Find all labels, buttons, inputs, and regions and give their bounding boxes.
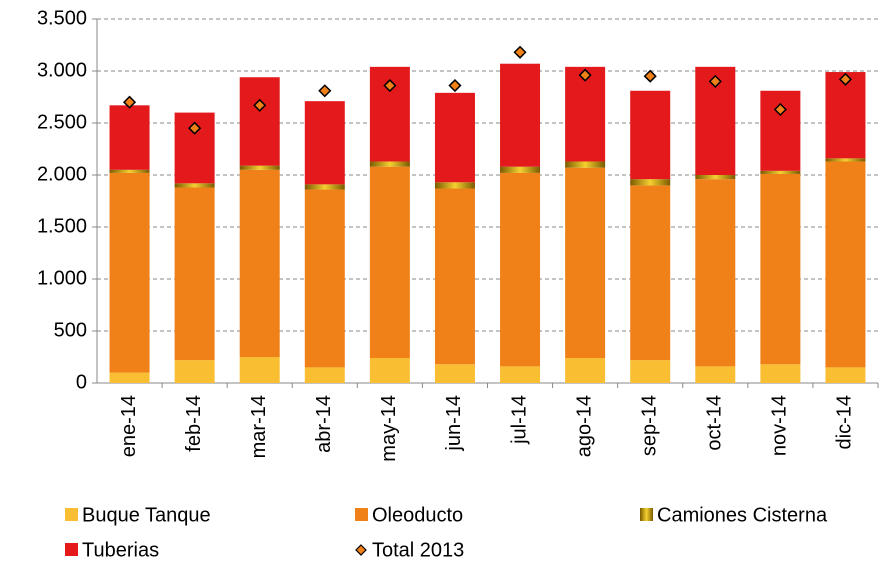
bar-segment — [369, 161, 410, 167]
legend-swatch — [65, 508, 78, 521]
bar-segment — [304, 184, 345, 190]
bar-segment — [369, 358, 410, 383]
legend-label: Oleoducto — [372, 504, 463, 526]
bar-segment — [500, 366, 541, 383]
bar-segment — [695, 366, 736, 383]
bar-segment — [760, 173, 801, 365]
bar-segment — [109, 169, 150, 173]
bar-segment — [434, 188, 475, 365]
x-tick-label: ene-14 — [118, 395, 140, 457]
bar-segment — [239, 165, 280, 170]
bar-segment — [109, 172, 150, 373]
bar-segment — [239, 357, 280, 383]
y-tick-label: 2.000 — [37, 163, 87, 185]
y-tick-label: 1.500 — [37, 215, 87, 237]
legend-swatch — [640, 508, 653, 521]
bar-segment — [434, 182, 475, 189]
total-marker — [773, 102, 787, 117]
total-marker — [513, 45, 527, 59]
bar-segment — [304, 367, 345, 383]
bar-segment — [695, 175, 736, 180]
bar-segment — [565, 167, 606, 359]
x-tick-label: sep-14 — [638, 395, 660, 456]
bar-segment — [174, 360, 215, 383]
x-tick-label: jul-14 — [508, 395, 530, 445]
bar-segment — [825, 158, 866, 162]
total-marker — [188, 121, 202, 135]
bar-segment — [825, 367, 866, 383]
y-tick-label: 3.000 — [37, 59, 87, 81]
x-tick-label: feb-14 — [183, 395, 205, 452]
y-tick-label: 3.500 — [37, 7, 87, 29]
legend-label: Camiones Cisterna — [657, 504, 828, 526]
bar-segment — [760, 170, 801, 174]
legend-swatch — [355, 508, 368, 521]
x-tick-label: nov-14 — [769, 395, 791, 456]
legend-label: Total 2013 — [372, 539, 464, 561]
total-marker — [708, 74, 722, 88]
y-tick-label: 2.500 — [37, 111, 87, 133]
bar-segment — [500, 63, 541, 167]
x-tick-label: jun-14 — [443, 395, 465, 452]
bar-segment — [500, 172, 541, 367]
bar-segment — [630, 90, 671, 180]
total-marker — [578, 68, 592, 82]
x-tick-label: dic-14 — [834, 395, 856, 449]
bar-segment — [500, 166, 541, 173]
bar-segment — [630, 360, 671, 383]
bar-segment — [304, 189, 345, 368]
total-marker — [383, 78, 397, 93]
bar-segment — [695, 179, 736, 367]
bar-segment — [825, 72, 866, 159]
bar-segment — [630, 179, 671, 186]
x-tick-label: oct-14 — [704, 395, 726, 451]
x-tick-label: ago-14 — [573, 395, 595, 457]
legend-swatch — [65, 543, 78, 556]
bar-segment — [174, 183, 215, 188]
y-tick-label: 1.000 — [37, 267, 87, 289]
total-marker — [448, 78, 462, 93]
total-marker — [643, 69, 657, 83]
bar-segment — [565, 66, 606, 162]
x-tick-label: abr-14 — [313, 395, 335, 453]
bar-segment — [825, 161, 866, 368]
bar-segment — [565, 358, 606, 383]
bar-segment — [239, 169, 280, 357]
x-tick-label: may-14 — [378, 395, 400, 462]
bar-segment — [239, 77, 280, 166]
legend-label: Tuberias — [82, 539, 159, 561]
bar-segment — [760, 90, 801, 171]
bar-segment — [630, 185, 671, 361]
bar-segment — [760, 364, 801, 383]
legend-marker — [355, 544, 367, 556]
bar-segment — [434, 364, 475, 383]
total-marker — [838, 72, 853, 86]
bar-segment — [109, 372, 150, 383]
legend-label: Buque Tanque — [82, 504, 211, 526]
bar-segment — [304, 101, 345, 185]
total-marker — [318, 84, 332, 98]
bar-segment — [174, 187, 215, 361]
total-marker — [122, 95, 137, 109]
bar-segment — [434, 92, 475, 183]
bar-segment — [369, 166, 410, 359]
bar-segment — [109, 105, 150, 170]
x-tick-label: mar-14 — [248, 395, 270, 458]
y-tick-label: 500 — [54, 319, 87, 341]
bar-segment — [565, 161, 606, 168]
y-tick-label: 0 — [76, 371, 87, 393]
total-marker — [253, 98, 267, 112]
